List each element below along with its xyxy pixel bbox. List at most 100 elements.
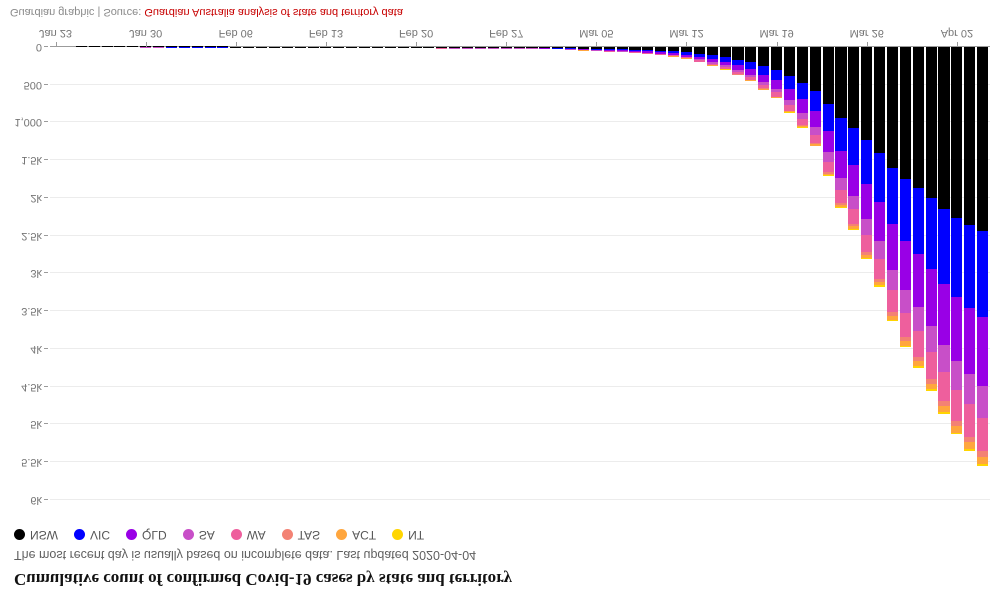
bar-segment-nsw xyxy=(874,47,886,153)
bar-segment-nt xyxy=(899,345,911,348)
bar-segment-nsw xyxy=(655,47,667,51)
stacked-bar xyxy=(719,47,731,70)
x-tick-mark xyxy=(235,42,237,47)
bar-segment-tas xyxy=(796,125,808,127)
bar-segment-nsw xyxy=(951,47,963,218)
y-axis-tick-label: 3.5k xyxy=(21,305,42,318)
bar-segment-sa xyxy=(783,100,796,106)
bar-segment-vic xyxy=(809,90,821,112)
bar-segment-wa xyxy=(977,417,989,452)
y-axis-tick-label: 1.5k xyxy=(21,154,42,167)
bar-segment-nt xyxy=(835,206,847,208)
bar-segment-nt xyxy=(886,319,899,322)
stacked-bar xyxy=(642,47,654,54)
bar-segment-wa xyxy=(783,105,796,111)
stacked-bar xyxy=(693,47,705,63)
bar-segment-nsw xyxy=(371,47,383,48)
x-tick-mark xyxy=(776,42,778,47)
stacked-bar xyxy=(500,47,512,49)
bar-segment-vic xyxy=(899,179,911,241)
stacked-bar xyxy=(513,47,525,49)
bar-segment-tas xyxy=(912,356,924,361)
footer-source-link[interactable]: Guardian Australia analysis of state and… xyxy=(144,6,403,18)
bar-segment-act xyxy=(964,442,976,449)
stacked-bar xyxy=(771,47,783,99)
bar-segment-sa xyxy=(874,241,886,260)
bar-segment-act xyxy=(783,111,796,113)
bar-segment-nsw xyxy=(294,47,306,48)
stacked-bar xyxy=(410,47,422,49)
stacked-bar xyxy=(938,47,950,415)
bar-segment-nsw xyxy=(552,47,564,49)
bar-segment-act xyxy=(771,97,783,98)
bar-segment-wa xyxy=(680,57,693,59)
bar-segment-nsw xyxy=(256,47,268,48)
bar-segment-vic xyxy=(771,69,783,81)
y-tick-mark xyxy=(44,234,48,236)
bar-segment-wa xyxy=(899,312,911,337)
bar-segment-nsw xyxy=(513,47,525,48)
bar-segment-wa xyxy=(732,72,744,75)
bar-segment-sa xyxy=(732,70,744,73)
bar-segment-tas xyxy=(835,202,847,205)
bar-segment-nsw xyxy=(642,47,654,51)
bar-segment-qld xyxy=(577,49,589,50)
bar-segment-nsw xyxy=(938,47,950,209)
gridline xyxy=(50,499,990,500)
bar-segment-sa xyxy=(822,151,834,162)
stacked-bar xyxy=(346,47,358,48)
bar-segment-nsw xyxy=(307,47,319,48)
bar-segment-qld xyxy=(745,69,757,75)
bar-segment-nsw xyxy=(243,47,255,48)
stacked-bar xyxy=(436,47,448,49)
y-axis-tick-label: 0 xyxy=(35,41,42,53)
x-tick-mark xyxy=(686,42,688,47)
bar-segment-nt xyxy=(809,145,821,147)
bar-segment-qld xyxy=(874,201,886,242)
stacked-bar xyxy=(230,47,242,48)
stacked-bar xyxy=(552,47,564,50)
stacked-bar xyxy=(268,47,280,48)
bar-segment-qld xyxy=(977,317,989,387)
bar-segment-nsw xyxy=(835,47,847,118)
stacked-bar xyxy=(423,47,435,49)
bar-segment-qld xyxy=(848,165,860,196)
bar-segment-tas xyxy=(861,251,873,255)
bar-segment-nsw xyxy=(397,47,409,48)
bar-segment-wa xyxy=(938,372,950,402)
x-axis-tick-label: Mar 05 xyxy=(579,27,614,39)
stacked-bar xyxy=(320,47,332,48)
gridline xyxy=(50,234,990,236)
x-axis-tick-label: Jan 23 xyxy=(39,27,73,39)
x-tick-mark xyxy=(506,42,508,47)
bar-segment-tas xyxy=(809,142,821,145)
y-tick-mark xyxy=(44,272,48,274)
stacked-bar xyxy=(655,47,667,56)
bar-segment-nsw xyxy=(693,47,705,54)
bar-segment-wa xyxy=(822,161,834,172)
bar-segment-nt xyxy=(925,389,937,391)
bar-segment-qld xyxy=(642,51,654,53)
bar-segment-sa xyxy=(938,344,950,373)
stacked-bar xyxy=(281,47,293,48)
bar-segment-vic xyxy=(758,65,770,75)
bar-segment-vic xyxy=(822,104,834,131)
bar-segment-wa xyxy=(745,77,757,81)
stacked-bar xyxy=(951,47,963,435)
bar-segment-nsw xyxy=(268,47,280,48)
bar-segment-act xyxy=(861,254,873,258)
bar-segment-vic xyxy=(655,50,667,53)
bar-segment-nsw xyxy=(423,47,435,48)
bar-segment-nt xyxy=(822,175,834,177)
x-axis-tick-label: Mar 19 xyxy=(759,27,794,39)
bar-segment-nsw xyxy=(539,47,551,48)
stacked-bar xyxy=(732,47,744,76)
bar-segment-qld xyxy=(693,56,705,60)
stacked-bar xyxy=(809,47,821,147)
bar-segment-qld xyxy=(938,283,950,345)
bar-segment-act xyxy=(899,340,911,346)
bar-segment-vic xyxy=(938,208,950,284)
bar-segment-wa xyxy=(848,209,860,225)
stacked-bar xyxy=(835,47,847,208)
